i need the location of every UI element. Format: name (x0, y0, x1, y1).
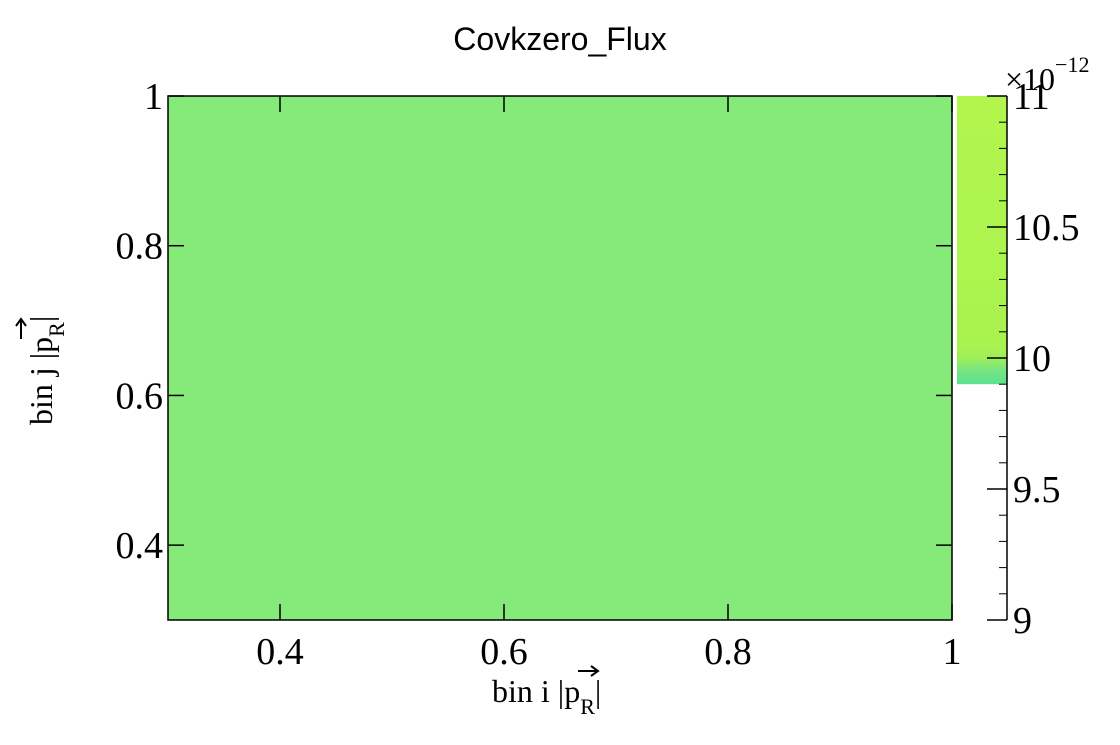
colorbar-tick-label: 9 (1013, 600, 1032, 642)
heatmap-cells (168, 96, 952, 620)
x-label-vector-arrow (578, 665, 600, 677)
x-tick-label: 0.8 (704, 631, 752, 673)
y-tick-label: 0.4 (116, 525, 164, 567)
colorbar-ticks: 9 9.5 10 10.5 11 (987, 76, 1080, 642)
x-tick-label: 0.4 (256, 631, 304, 673)
y-label-sub: R (44, 322, 69, 337)
colorbar-exponent: ×10−12 (1005, 52, 1089, 97)
colorbar-tick-label: 11 (1013, 76, 1050, 118)
svg-text:bin i |pR|: bin i |pR| (492, 673, 601, 719)
x-tick-label: 0.6 (480, 631, 528, 673)
x-axis-label: bin i |pR| (492, 665, 601, 719)
colorbar-gradient (957, 96, 1007, 385)
y-tick-label: 0.8 (116, 226, 164, 268)
colorbar-exponent-power: −12 (1055, 52, 1089, 77)
colorbar-tick-label: 9.5 (1013, 469, 1061, 511)
y-tick-label: 0.6 (116, 375, 164, 417)
heatmap-cell (168, 96, 952, 620)
x-label-end: | (595, 673, 601, 709)
y-axis-label: bin j |pR| (15, 316, 69, 425)
colorbar-tick-label: 10 (1013, 338, 1051, 380)
y-label-vector-arrow (15, 317, 27, 339)
x-label-sub: R (580, 694, 595, 719)
x-axis-ticks: 0.4 0.6 0.8 1 (256, 96, 962, 673)
svg-text:bin j |pR|: bin j |pR| (23, 316, 69, 425)
chart-title: Covkzero_Flux (453, 21, 666, 57)
y-tick-label: 1 (144, 76, 163, 118)
x-label-main: bin i | (492, 673, 564, 709)
y-label-end: | (23, 316, 59, 322)
plot-frame (167, 95, 953, 621)
colorbar: 9 9.5 10 10.5 11 ×10−12 (957, 52, 1089, 642)
colorbar-tick-label: 10.5 (1013, 207, 1080, 249)
x-label-vec: p (564, 673, 580, 709)
y-label-main: bin j | (23, 353, 59, 425)
y-label-vec: p (23, 337, 59, 353)
x-tick-label: 1 (943, 631, 962, 673)
y-axis-ticks: 0.4 0.6 0.8 1 (116, 76, 952, 567)
colorbar-exponent-base: ×10 (1005, 61, 1055, 97)
